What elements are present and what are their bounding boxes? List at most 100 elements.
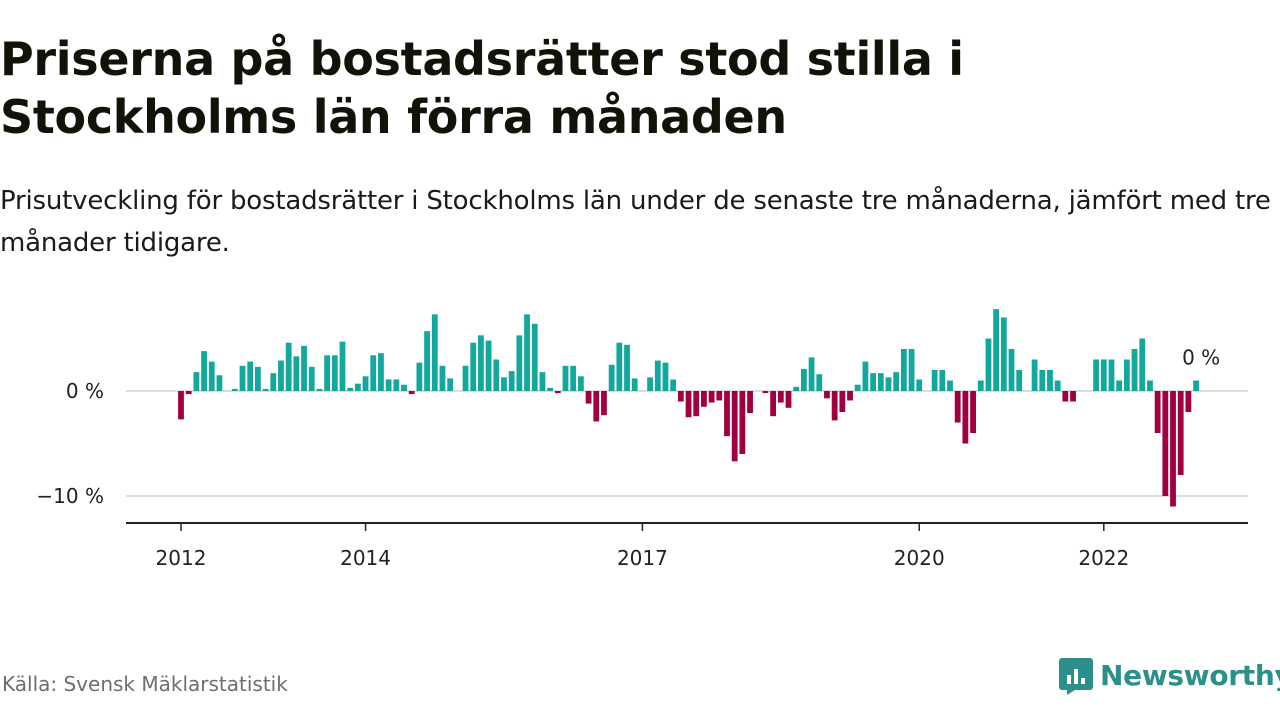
bar: [1177, 391, 1184, 475]
brand-name: Newsworthy: [1100, 658, 1280, 692]
bar: [800, 368, 807, 391]
bar: [531, 323, 538, 391]
bar: [1123, 359, 1130, 391]
bar: [885, 377, 892, 391]
bar: [354, 383, 361, 391]
bar: [724, 391, 730, 437]
bar: [1062, 391, 1069, 402]
bar: [339, 341, 346, 391]
y-tick-label: −10 %: [36, 484, 104, 508]
bar: [647, 377, 653, 391]
bar: [708, 391, 715, 403]
x-tick-label: 2020: [894, 546, 945, 570]
bar: [462, 365, 469, 391]
bar: [585, 391, 592, 404]
bars: [178, 309, 1199, 507]
bar: [701, 391, 707, 407]
bar: [1185, 391, 1192, 412]
axes: 0 % −10 % 2012 2014 2017 2020 2022 0 %: [36, 346, 1248, 570]
bar: [608, 364, 615, 391]
bar: [670, 379, 677, 391]
bar: [285, 342, 292, 391]
bar: [547, 387, 554, 391]
bar: [408, 391, 415, 395]
bar: [424, 331, 430, 391]
bar: [193, 372, 200, 391]
bar: [862, 361, 869, 391]
bar: [793, 386, 800, 391]
bar: [1116, 380, 1123, 391]
bar: [870, 373, 876, 391]
bar: [1131, 349, 1138, 391]
bar: [824, 391, 830, 399]
bar: [731, 391, 738, 462]
bar: [954, 391, 961, 423]
bar: [1047, 370, 1053, 391]
bar: [478, 335, 484, 391]
bar: [308, 366, 315, 391]
bar: [593, 391, 600, 422]
bar: [831, 391, 838, 421]
bar: [1108, 359, 1115, 391]
bar: [270, 373, 277, 391]
bar: [554, 391, 561, 394]
bar: [939, 370, 946, 391]
bar: [985, 338, 992, 391]
bar: [378, 353, 384, 391]
bar: [785, 391, 792, 408]
bar: [447, 378, 454, 391]
bar: [1008, 349, 1015, 391]
x-tick-label: 2012: [156, 546, 207, 570]
bar: [947, 380, 953, 391]
bar: [401, 384, 407, 391]
bar: [916, 379, 923, 391]
bar: [624, 344, 630, 391]
bar: [370, 355, 377, 391]
last-value-label: 0 %: [1182, 346, 1220, 370]
newsworthy-logo-icon: [1059, 658, 1093, 695]
bar: [516, 335, 523, 391]
bar: [539, 372, 546, 391]
bar: [216, 375, 223, 391]
bar: [762, 391, 769, 394]
bar: [255, 366, 261, 391]
bar: [739, 391, 746, 454]
bar: [770, 391, 777, 417]
bar: [839, 391, 846, 412]
bar: [908, 349, 915, 391]
bar: [1000, 317, 1007, 391]
bar: [208, 361, 215, 391]
bar: [685, 391, 692, 418]
bar: [777, 391, 784, 403]
bar: [747, 391, 753, 414]
bar: [1162, 391, 1169, 496]
bar: [324, 355, 331, 391]
bar: [577, 376, 584, 391]
bar: [616, 342, 623, 391]
bar: [977, 380, 984, 391]
bar: [816, 374, 823, 391]
bar: [439, 365, 446, 391]
x-tick-label: 2014: [340, 546, 391, 570]
bar: [1093, 359, 1100, 391]
bar: [231, 388, 238, 391]
bar: [431, 314, 438, 391]
bar: [347, 387, 354, 391]
bar: [201, 351, 207, 391]
bar: [662, 362, 669, 391]
bar: [178, 391, 184, 420]
bar: [185, 391, 192, 395]
x-tick-label: 2022: [1078, 546, 1129, 570]
bar: [247, 361, 254, 391]
bar: [470, 342, 477, 391]
bar: [1170, 391, 1176, 507]
bar: [1193, 380, 1199, 391]
bar: [278, 360, 284, 391]
bar: [393, 379, 400, 391]
bar: [485, 340, 492, 391]
bar: [1147, 380, 1153, 391]
bar: [331, 355, 338, 391]
bar: [993, 309, 1000, 391]
bar: [562, 365, 569, 391]
y-tick-label: 0 %: [66, 379, 104, 403]
